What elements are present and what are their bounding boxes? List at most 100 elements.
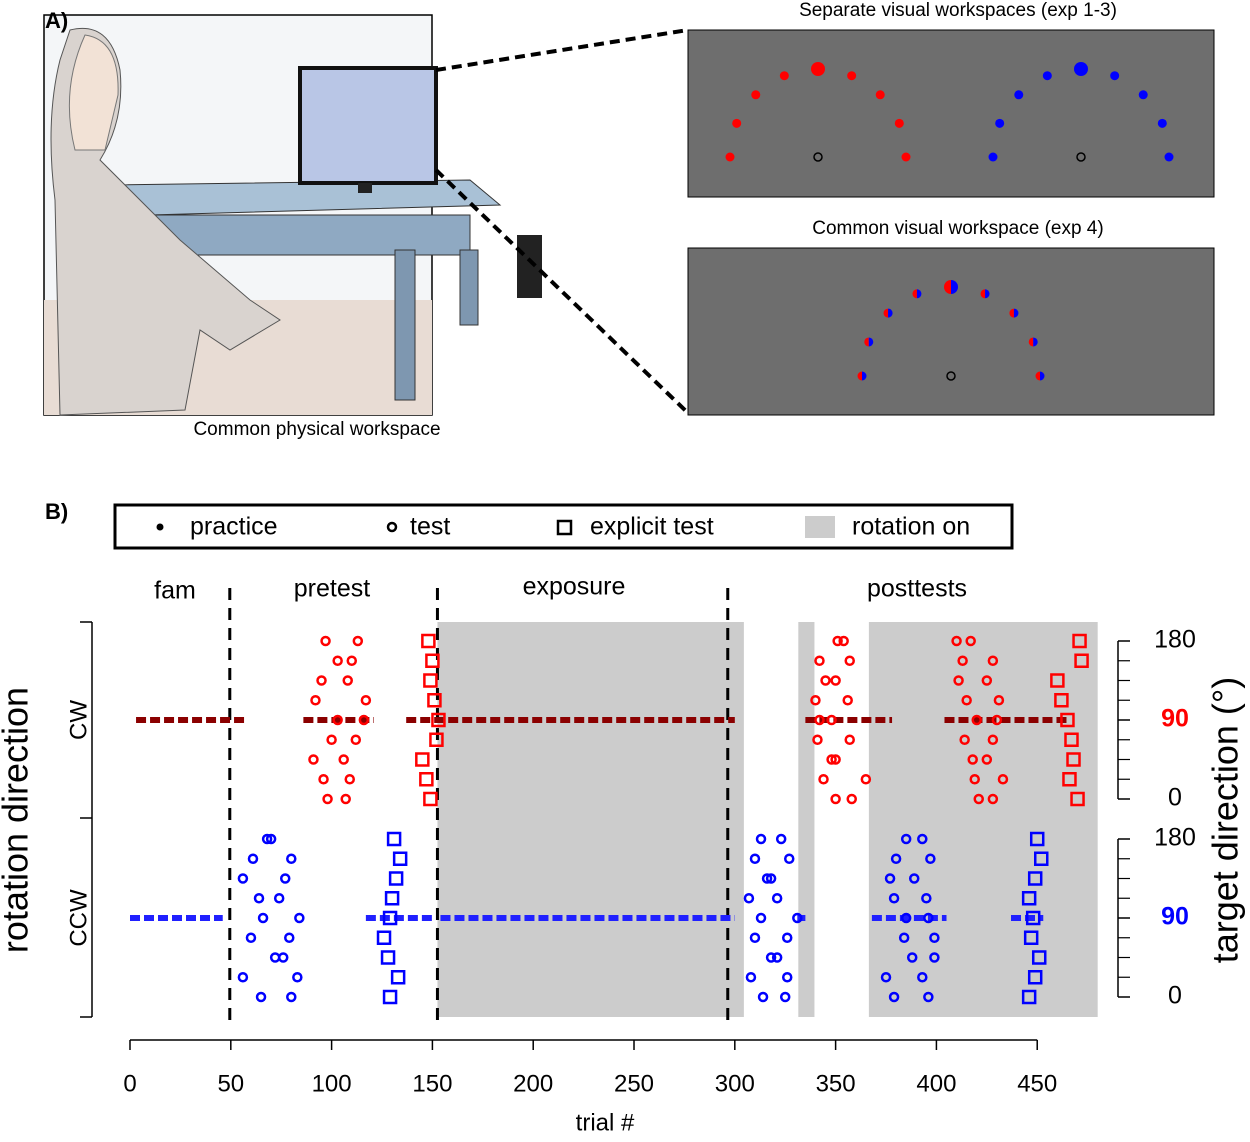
test-trial bbox=[781, 932, 793, 943]
legend-label: test bbox=[410, 513, 450, 541]
test-trial bbox=[838, 635, 849, 647]
test-trial bbox=[888, 991, 900, 1003]
test-trial bbox=[749, 932, 761, 943]
target bbox=[894, 118, 904, 128]
legend-swatch bbox=[805, 516, 835, 538]
test-trial bbox=[846, 793, 857, 805]
target bbox=[779, 71, 789, 81]
y2-tick-label: 0 bbox=[1168, 982, 1182, 1010]
explicit-trial bbox=[388, 871, 404, 886]
test-trial bbox=[757, 991, 769, 1003]
test-trial bbox=[765, 952, 777, 963]
test-trial bbox=[308, 754, 319, 765]
explicit-trial bbox=[382, 989, 398, 1005]
test-trial bbox=[908, 873, 920, 884]
row-label: CW bbox=[65, 700, 92, 740]
test-trial bbox=[971, 714, 982, 726]
test-trial bbox=[906, 952, 918, 963]
photo bbox=[43, 14, 542, 416]
panel-label: A) bbox=[45, 8, 68, 33]
screen bbox=[687, 29, 1215, 198]
screen-title: Separate visual workspaces (exp 1-3) bbox=[799, 0, 1117, 21]
test-trial bbox=[342, 675, 353, 686]
explicit-trial bbox=[1031, 950, 1047, 965]
explicit-trial bbox=[1054, 693, 1069, 708]
zoom-line bbox=[434, 168, 690, 415]
test-trial bbox=[771, 893, 783, 904]
test-trial bbox=[237, 873, 249, 884]
zoom-line bbox=[435, 28, 689, 72]
home bbox=[1076, 152, 1086, 162]
test-trial bbox=[792, 912, 803, 924]
explicit-trial bbox=[1027, 871, 1043, 886]
home bbox=[946, 371, 956, 381]
test-trial bbox=[830, 754, 841, 765]
test-trial bbox=[953, 675, 964, 686]
test-trial bbox=[888, 893, 900, 904]
target bbox=[1042, 71, 1052, 81]
test-trial bbox=[987, 793, 999, 805]
x-tick-label: 250 bbox=[614, 1070, 654, 1097]
test-trial bbox=[884, 873, 896, 884]
x-tick-label: 450 bbox=[1017, 1070, 1057, 1097]
explicit-trial bbox=[1050, 673, 1065, 688]
target bbox=[1009, 308, 1014, 318]
test-trial bbox=[350, 734, 362, 745]
test-trial bbox=[929, 932, 940, 943]
test-trial bbox=[921, 893, 932, 904]
test-trial bbox=[973, 793, 985, 805]
explicit-trial bbox=[425, 653, 440, 668]
target bbox=[811, 62, 825, 76]
explicit-trial bbox=[1025, 910, 1041, 926]
y2-tick-label: 180 bbox=[1154, 626, 1196, 654]
target bbox=[732, 118, 742, 128]
test-trial bbox=[286, 853, 297, 864]
test-trial bbox=[842, 695, 853, 706]
target bbox=[862, 371, 867, 381]
legend-square bbox=[556, 519, 573, 536]
test-trial bbox=[344, 774, 355, 785]
explicit-trial bbox=[392, 851, 408, 866]
test-trial bbox=[959, 734, 970, 745]
test-trial bbox=[779, 991, 791, 1003]
explicit-trial bbox=[1066, 752, 1081, 767]
explicit-trial bbox=[376, 930, 392, 945]
test-trial bbox=[352, 635, 364, 647]
test-trial bbox=[890, 853, 902, 864]
test-trial bbox=[247, 853, 259, 864]
test-trial bbox=[755, 912, 767, 924]
explicit-trial bbox=[1070, 791, 1085, 807]
explicit-trial bbox=[1021, 891, 1037, 906]
target bbox=[951, 280, 958, 294]
test-trial bbox=[338, 754, 349, 765]
legend-circle bbox=[386, 521, 398, 533]
test-trial bbox=[812, 734, 823, 745]
test-trial bbox=[771, 952, 783, 963]
test-trial bbox=[987, 734, 999, 745]
test-trial bbox=[993, 695, 1005, 706]
test-trial bbox=[332, 655, 343, 666]
test-trial bbox=[900, 912, 912, 924]
y2-tick-label: 90 bbox=[1161, 705, 1189, 733]
target bbox=[985, 289, 990, 299]
test-trial bbox=[310, 695, 321, 706]
legend bbox=[113, 503, 1014, 550]
explicit-trial bbox=[1034, 851, 1049, 866]
target bbox=[1074, 62, 1088, 76]
phase-label: exposure bbox=[523, 573, 626, 601]
test-trial bbox=[820, 675, 831, 686]
test-trial bbox=[826, 754, 837, 765]
test-trial bbox=[951, 635, 962, 647]
explicit-trial bbox=[1062, 772, 1077, 787]
explicit-trial bbox=[380, 950, 396, 965]
target bbox=[1033, 337, 1038, 347]
legend-dot bbox=[156, 523, 164, 531]
test-trial bbox=[265, 833, 277, 845]
test-trial bbox=[255, 991, 267, 1003]
test-trial bbox=[261, 833, 273, 845]
target bbox=[888, 308, 893, 318]
explicit-trial bbox=[421, 633, 436, 649]
test-trial bbox=[346, 655, 358, 666]
explicit-trial bbox=[1021, 989, 1037, 1005]
test-trial bbox=[967, 754, 978, 765]
